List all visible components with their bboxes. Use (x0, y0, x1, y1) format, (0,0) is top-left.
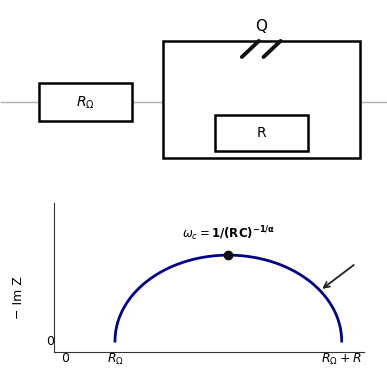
Text: Q: Q (255, 19, 267, 34)
Text: 0: 0 (46, 334, 54, 347)
Text: R: R (257, 126, 266, 140)
Text: 0: 0 (61, 352, 69, 365)
Text: $\omega_c=\mathbf{1/(RC)^{-1/\alpha}}$: $\omega_c=\mathbf{1/(RC)^{-1/\alpha}}$ (182, 224, 275, 243)
Bar (215, 115, 308, 151)
Bar (39, 83, 132, 121)
Text: $R_\Omega$: $R_\Omega$ (76, 94, 94, 110)
Text: $R_\Omega$: $R_\Omega$ (106, 352, 123, 367)
Text: − Im Z: − Im Z (12, 277, 25, 320)
Bar (163, 41, 360, 158)
Text: $R_\Omega+R$: $R_\Omega+R$ (321, 352, 362, 367)
